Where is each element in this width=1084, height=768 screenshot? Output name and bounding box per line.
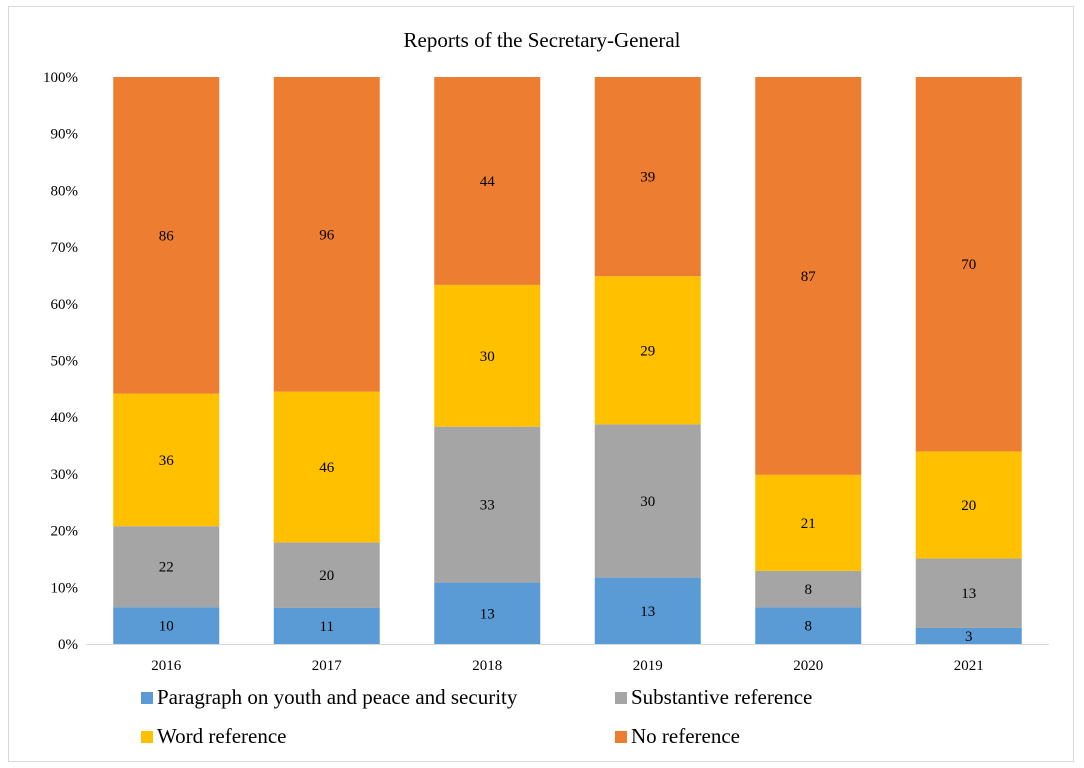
bar-stack-2017: 11 20 46 96 xyxy=(273,77,380,644)
data-label: 8 xyxy=(805,619,813,635)
bar-segment xyxy=(915,77,1022,452)
y-tick-label: 100% xyxy=(43,70,78,86)
bar-segment xyxy=(113,526,220,608)
legend-swatch xyxy=(141,731,153,743)
y-axis: 0% 10% 20% 30% 40% 50% 60% 70% 80% 90% 100% xyxy=(43,70,78,653)
bar-stack-2019: 13 30 29 39 xyxy=(594,77,701,644)
data-label: 10 xyxy=(159,619,174,635)
data-label: 87 xyxy=(801,269,817,285)
data-label: 30 xyxy=(640,494,655,510)
bar-segment xyxy=(594,577,701,644)
bar-stacks: 10 22 36 86 11 20 46 96 13 33 30 44 13 30 29 39 8 8 21 87 3 1… xyxy=(113,77,1022,645)
y-tick-label: 20% xyxy=(51,524,79,540)
data-label: 30 xyxy=(480,349,495,365)
x-tick-label: 2018 xyxy=(472,658,502,674)
legend-item: Substantive reference xyxy=(615,685,812,709)
legend-label: Substantive reference xyxy=(631,685,812,709)
bar-segment xyxy=(273,542,380,608)
legend-item: Paragraph on youth and peace and securit… xyxy=(141,685,518,709)
bar-segment xyxy=(434,582,541,644)
x-tick-label: 2019 xyxy=(633,658,663,674)
x-tick-label: 2020 xyxy=(793,658,823,674)
data-label: 33 xyxy=(480,498,495,514)
x-tick-label: 2017 xyxy=(312,658,343,674)
legend-item: Word reference xyxy=(141,724,286,748)
data-label: 44 xyxy=(480,174,496,190)
bar-segment xyxy=(273,391,380,543)
chart-title: Reports of the Secretary-General xyxy=(404,28,681,52)
legend-swatch xyxy=(615,731,627,743)
y-tick-label: 30% xyxy=(51,467,79,483)
y-tick-label: 70% xyxy=(51,240,79,256)
data-label: 21 xyxy=(801,516,816,532)
data-label: 13 xyxy=(961,586,976,602)
bar-segment xyxy=(273,77,380,392)
bar-segment xyxy=(434,77,541,285)
legend-swatch xyxy=(615,692,627,704)
data-label: 29 xyxy=(640,343,655,359)
bar-segment xyxy=(755,570,862,608)
bar-stack-2016: 10 22 36 86 xyxy=(113,77,220,644)
bar-segment xyxy=(594,276,701,425)
data-label: 3 xyxy=(965,629,973,645)
bar-stack-2020: 8 8 21 87 xyxy=(755,77,862,644)
stacked-bar-chart: Reports of the Secretary-General 0% 10% 20… xyxy=(43,28,1049,748)
y-tick-label: 40% xyxy=(51,410,79,426)
data-label: 8 xyxy=(805,582,813,598)
data-label: 86 xyxy=(159,228,175,244)
bar-segment xyxy=(434,426,541,583)
y-tick-label: 80% xyxy=(51,183,79,199)
data-label: 13 xyxy=(480,606,495,622)
bar-segment xyxy=(434,284,541,427)
legend-label: No reference xyxy=(631,724,740,748)
bar-segment xyxy=(113,77,220,394)
bar-segment xyxy=(755,607,862,644)
y-tick-label: 10% xyxy=(51,580,79,596)
legend-label: Paragraph on youth and peace and securit… xyxy=(157,685,518,709)
y-tick-label: 90% xyxy=(51,127,79,143)
data-label: 46 xyxy=(319,460,335,476)
bar-segment xyxy=(755,77,862,475)
bar-segment xyxy=(915,627,1022,644)
bar-stack-2018: 13 33 30 44 xyxy=(434,77,541,644)
y-tick-label: 60% xyxy=(51,297,79,313)
legend-label: Word reference xyxy=(157,724,286,748)
legend-swatch xyxy=(141,692,153,704)
data-label: 22 xyxy=(159,560,174,576)
data-label: 96 xyxy=(319,227,335,243)
x-axis: 2016 2017 2018 2019 2020 2021 xyxy=(86,644,1049,674)
chart-frame: Reports of the Secretary-General 0% 10% 20… xyxy=(8,6,1074,762)
legend-item: No reference xyxy=(615,724,740,748)
bar-segment xyxy=(594,77,701,277)
data-label: 20 xyxy=(319,568,334,584)
bar-segment xyxy=(594,424,701,578)
data-label: 36 xyxy=(159,453,175,469)
x-tick-label: 2021 xyxy=(954,658,984,674)
y-tick-label: 0% xyxy=(58,637,78,653)
x-tick-label: 2016 xyxy=(151,658,182,674)
data-label: 20 xyxy=(961,498,976,514)
y-tick-label: 50% xyxy=(51,354,79,370)
bar-segment xyxy=(915,558,1022,628)
bar-segment xyxy=(113,393,220,527)
legend: Paragraph on youth and peace and securit… xyxy=(141,685,812,748)
bar-stack-2021: 3 13 20 70 xyxy=(915,77,1022,645)
data-label: 11 xyxy=(320,619,334,635)
data-label: 13 xyxy=(640,604,655,620)
data-label: 70 xyxy=(961,257,976,273)
data-label: 39 xyxy=(640,170,655,186)
bar-segment xyxy=(915,451,1022,559)
bar-segment xyxy=(755,474,862,571)
bar-segment xyxy=(113,607,220,644)
bar-segment xyxy=(273,607,380,644)
